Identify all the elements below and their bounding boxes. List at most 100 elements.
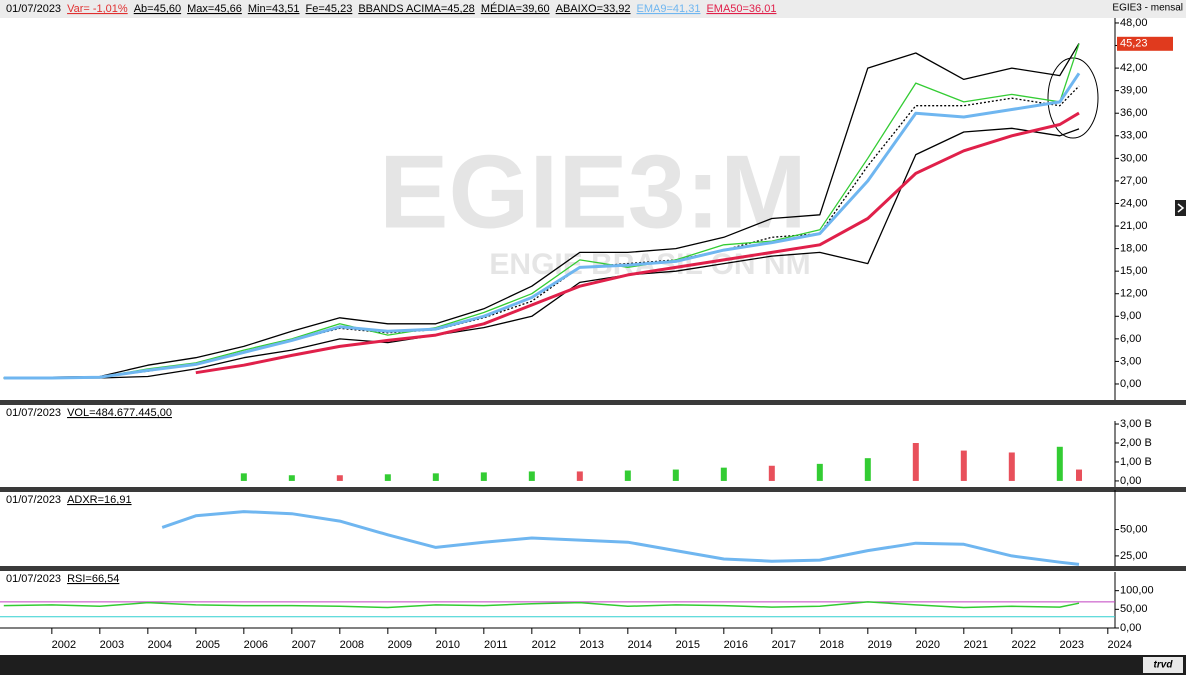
header-item: 01/07/2023 [6, 494, 61, 506]
y-tick-label: 25,00 [1120, 550, 1148, 562]
y-tick-label: 33,00 [1120, 130, 1148, 142]
x-tick-label: 2020 [916, 639, 940, 651]
volume-bar [624, 470, 631, 481]
x-tick-label: 2024 [1108, 639, 1132, 651]
x-tick-label: 2012 [532, 639, 556, 651]
y-tick-label: 30,00 [1120, 152, 1148, 164]
y-tick-label: 15,00 [1120, 265, 1148, 277]
volume-bar [768, 465, 775, 481]
series-line [3, 127, 1080, 379]
header-item: RSI=66,54 [67, 573, 119, 585]
price-tag [1117, 36, 1173, 51]
x-tick-label: 2007 [292, 639, 316, 651]
y-tick-label: 48,00 [1120, 17, 1148, 29]
y-tick-label: 0,00 [1120, 475, 1141, 487]
y-tick-label: 18,00 [1120, 243, 1148, 255]
separator [0, 487, 1186, 492]
volume-bar [1056, 446, 1063, 481]
y-tick-label: 36,00 [1120, 107, 1148, 119]
header-item: EMA50=36,01 [706, 3, 776, 15]
header-bar [0, 0, 1186, 18]
x-tick-label: 2009 [388, 639, 412, 651]
series-line [3, 601, 1080, 609]
header-item: VOL=484.677.445,00 [67, 407, 172, 419]
expand-button[interactable] [1175, 200, 1186, 216]
y-tick-label: 6,00 [1120, 333, 1141, 345]
panel-header: 01/07/2023 Var= -1,01% Ab=45,60 Max=45,66 Mi… [6, 2, 776, 15]
annotation-circle [1047, 57, 1099, 139]
header-item: Var= -1,01% [67, 3, 128, 15]
series-line [3, 43, 1080, 379]
expand-icon [1177, 203, 1185, 213]
x-tick-label: 2013 [580, 639, 604, 651]
header-item: Min=43,51 [248, 3, 300, 15]
y-tick-label: 3,00 [1120, 355, 1141, 367]
x-tick-label: 2002 [52, 639, 76, 651]
volume-bar [336, 475, 343, 481]
symbol-label: EGIE3 - mensal [1112, 3, 1183, 14]
header-item: Fe=45,23 [306, 3, 353, 15]
y-tick-label: 21,00 [1120, 220, 1148, 232]
panel-header: 01/07/2023 VOL=484.677.445,00 [6, 407, 172, 419]
x-tick-label: 2011 [484, 639, 508, 651]
volume-bar [912, 443, 919, 481]
x-tick-label: 2019 [868, 639, 892, 651]
volume-bar [384, 474, 391, 481]
x-tick-label: 2015 [676, 639, 700, 651]
header-item: 01/07/2023 [6, 407, 61, 419]
x-tick-label: 2010 [436, 639, 460, 651]
header-item: MÉDIA=39,60 [481, 2, 550, 15]
panel-header: 01/07/2023 RSI=66,54 [6, 573, 119, 585]
header-item: ADXR=16,91 [67, 494, 132, 506]
volume-bar [720, 467, 727, 481]
plot-layer: 0,00 3,00 6,00 9,00 12,00 15,00 18,00 21,00 24,0… [0, 2, 1173, 651]
header-item: Max=45,66 [187, 3, 242, 15]
x-tick-label: 2008 [340, 639, 364, 651]
header-item: EMA9=41,31 [637, 3, 701, 15]
y-tick-label: 0,00 [1120, 378, 1141, 390]
volume-bar [528, 471, 535, 481]
x-tick-label: 2016 [724, 639, 748, 651]
header-item: 01/07/2023 [6, 573, 61, 585]
logo-box [1143, 657, 1183, 673]
x-tick-label: 2004 [148, 639, 172, 651]
series-line [161, 510, 1080, 566]
separator [0, 400, 1186, 405]
x-tick-label: 2022 [1012, 639, 1036, 651]
x-tick-label: 2014 [628, 639, 652, 651]
header-item: Ab=45,60 [134, 3, 181, 15]
volume-bar [480, 472, 487, 481]
series-line [195, 111, 1080, 375]
y-tick-label: 39,00 [1120, 85, 1148, 97]
watermark-title: EGIE3:M [379, 134, 807, 250]
x-tick-label: 2003 [100, 639, 124, 651]
y-tick-label: 3,00 B [1120, 418, 1152, 430]
price-tag-label: 45,23 [1120, 38, 1148, 50]
x-tick-label: 2018 [820, 639, 844, 651]
y-tick-label: 2,00 B [1120, 437, 1152, 449]
volume-bar [240, 473, 247, 481]
y-tick-label: 50,00 [1120, 523, 1148, 535]
y-tick-label: 9,00 [1120, 310, 1141, 322]
y-tick-label: 1,00 B [1120, 456, 1152, 468]
volume-bar [672, 469, 679, 481]
y-tick-label: 42,00 [1120, 62, 1148, 74]
volume-bar [864, 458, 871, 481]
volume-bar [1076, 469, 1083, 481]
y-tick-label: 12,00 [1120, 288, 1148, 300]
volume-bar [960, 450, 967, 481]
x-tick-label: 2017 [772, 639, 796, 651]
volume-bar [816, 463, 823, 481]
panel-header: 01/07/2023 ADXR=16,91 [6, 494, 132, 506]
axis-area [1115, 18, 1186, 655]
y-tick-label: 0,00 [1120, 622, 1141, 634]
x-tick-label: 2005 [196, 639, 220, 651]
header-item: BBANDS ACIMA=45,28 [358, 3, 474, 15]
volume-bar [1008, 452, 1015, 481]
x-tick-label: 2006 [244, 639, 268, 651]
header-item: 01/07/2023 [6, 3, 61, 15]
header-item: ABAIXO=33,92 [556, 3, 631, 15]
x-tick-label: 2023 [1060, 639, 1084, 651]
y-tick-label: 100,00 [1120, 585, 1154, 597]
